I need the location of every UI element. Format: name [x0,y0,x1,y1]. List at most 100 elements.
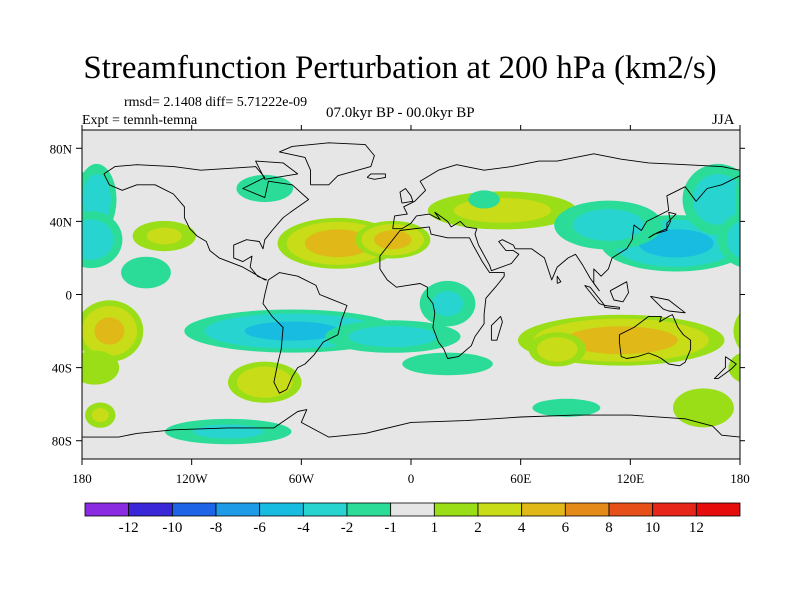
contour-band [752,317,782,344]
colorbar-label: 8 [605,520,613,536]
lat-tick-label: 0 [66,288,73,303]
lon-tick-label: 60E [510,471,531,486]
map-area [0,129,800,460]
contour-band [791,221,800,251]
coastline-australia [618,314,692,367]
colorbar-swatch [302,502,348,517]
contour-band [0,319,51,362]
anomaly-region [236,174,294,203]
coastline-eurasia [392,153,740,292]
coastline-japan [648,211,677,239]
contour-band [564,326,678,355]
contour-band [743,402,773,427]
anomaly-region [15,388,734,428]
contour-band [236,366,293,398]
colorbar-swatch [346,502,392,517]
contour-band [728,353,740,383]
contour-band [432,290,464,317]
lat-tick-label: 40S [52,361,72,376]
contour-band [573,209,644,241]
contour-band [779,257,800,289]
lon-tick-label: 180 [72,471,92,486]
contour-band [82,350,120,385]
colorbar-label: -6 [253,520,266,536]
colorbar-swatch [652,502,697,517]
contour-band [468,190,500,209]
contour-fields [0,163,800,445]
colorbar-swatch [215,502,261,517]
lon-tick-label: 120E [617,471,645,486]
colorbar-label: -10 [162,520,182,536]
colorbar-swatch [171,502,217,517]
coastline-new-zealand [713,356,737,380]
contour-band [0,315,66,366]
latitude-axis: 80N 40N 0 40S 80S [50,141,745,449]
colorbar-swatch [128,502,173,517]
anomaly-region [121,256,800,289]
contour-band [146,227,182,245]
anomaly-region [82,211,740,269]
coastline-java [604,305,620,310]
colorbar-label: -4 [297,520,310,536]
time-period-label: 07.0kyr BP - 00.0kyr BP [326,105,475,121]
colorbar-swatch [84,502,130,517]
colorbar-swatch [259,502,304,517]
coastline-sri-lanka [556,275,562,284]
colorbar-swatch [477,502,523,517]
colorbar-swatch [695,502,741,517]
colorbar-swatch [608,502,654,517]
contour-band [740,174,768,225]
coastline-iceland [366,173,386,180]
anomaly-region [554,200,663,250]
contour-band [121,256,171,289]
contour-band [638,229,714,258]
rmsd-diff-stats: rmsd= 2.1408 diff= 5.71222e-09 [124,95,308,110]
coastline-new-guinea [650,295,686,314]
colorbar-label: -1 [384,520,397,536]
coastline-borneo [609,281,629,303]
coastline-great-britain [399,188,414,204]
colorbar-label: -12 [119,520,139,536]
contour-band [536,337,578,362]
anomaly-region [528,332,586,367]
coastline-antarctica [82,409,740,438]
contour-band [236,174,294,203]
lon-tick-label: 120W [176,471,209,486]
contour-band [82,228,94,259]
contour-band [304,229,371,258]
colorbar-swatch [433,502,479,517]
anomaly-region [419,280,476,327]
coastlines [82,142,740,438]
map-background [82,130,740,459]
contour-band [672,388,734,428]
plot-title: Streamfunction Perturbation at 200 hPa (… [83,50,717,86]
coastline-madagascar [490,315,503,341]
contour-band [739,328,740,334]
contour-band [15,388,76,427]
contour-band [750,408,767,422]
colorbar-label: 1 [431,520,439,536]
contour-band [532,398,601,417]
coastline-africa [379,226,505,359]
lon-tick-label: 0 [408,471,415,486]
contour-band [692,174,740,225]
anomaly-region [132,220,800,252]
contour-band [91,408,109,423]
colorbar-label: 10 [645,520,660,536]
anomaly-region [82,300,782,362]
anomaly-region [532,398,601,417]
colorbar-label: 4 [518,520,526,536]
coastline-south-america [262,272,348,394]
colorbar-swatch [390,502,435,517]
colorbar: -12 -10 -8 -6 -4 -2 -1 1 2 4 6 8 10 12 [84,502,741,536]
contour-band [733,312,740,350]
contour-band [402,352,493,376]
contour-band [82,219,114,260]
contour-band [244,321,340,341]
anomaly-region [227,361,302,403]
colorbar-swatch [564,502,610,517]
colorbar-label: 6 [562,520,570,536]
coastline-baffin-island [255,160,299,180]
colorbar-swatch [521,502,566,517]
anomaly-region [85,402,773,428]
